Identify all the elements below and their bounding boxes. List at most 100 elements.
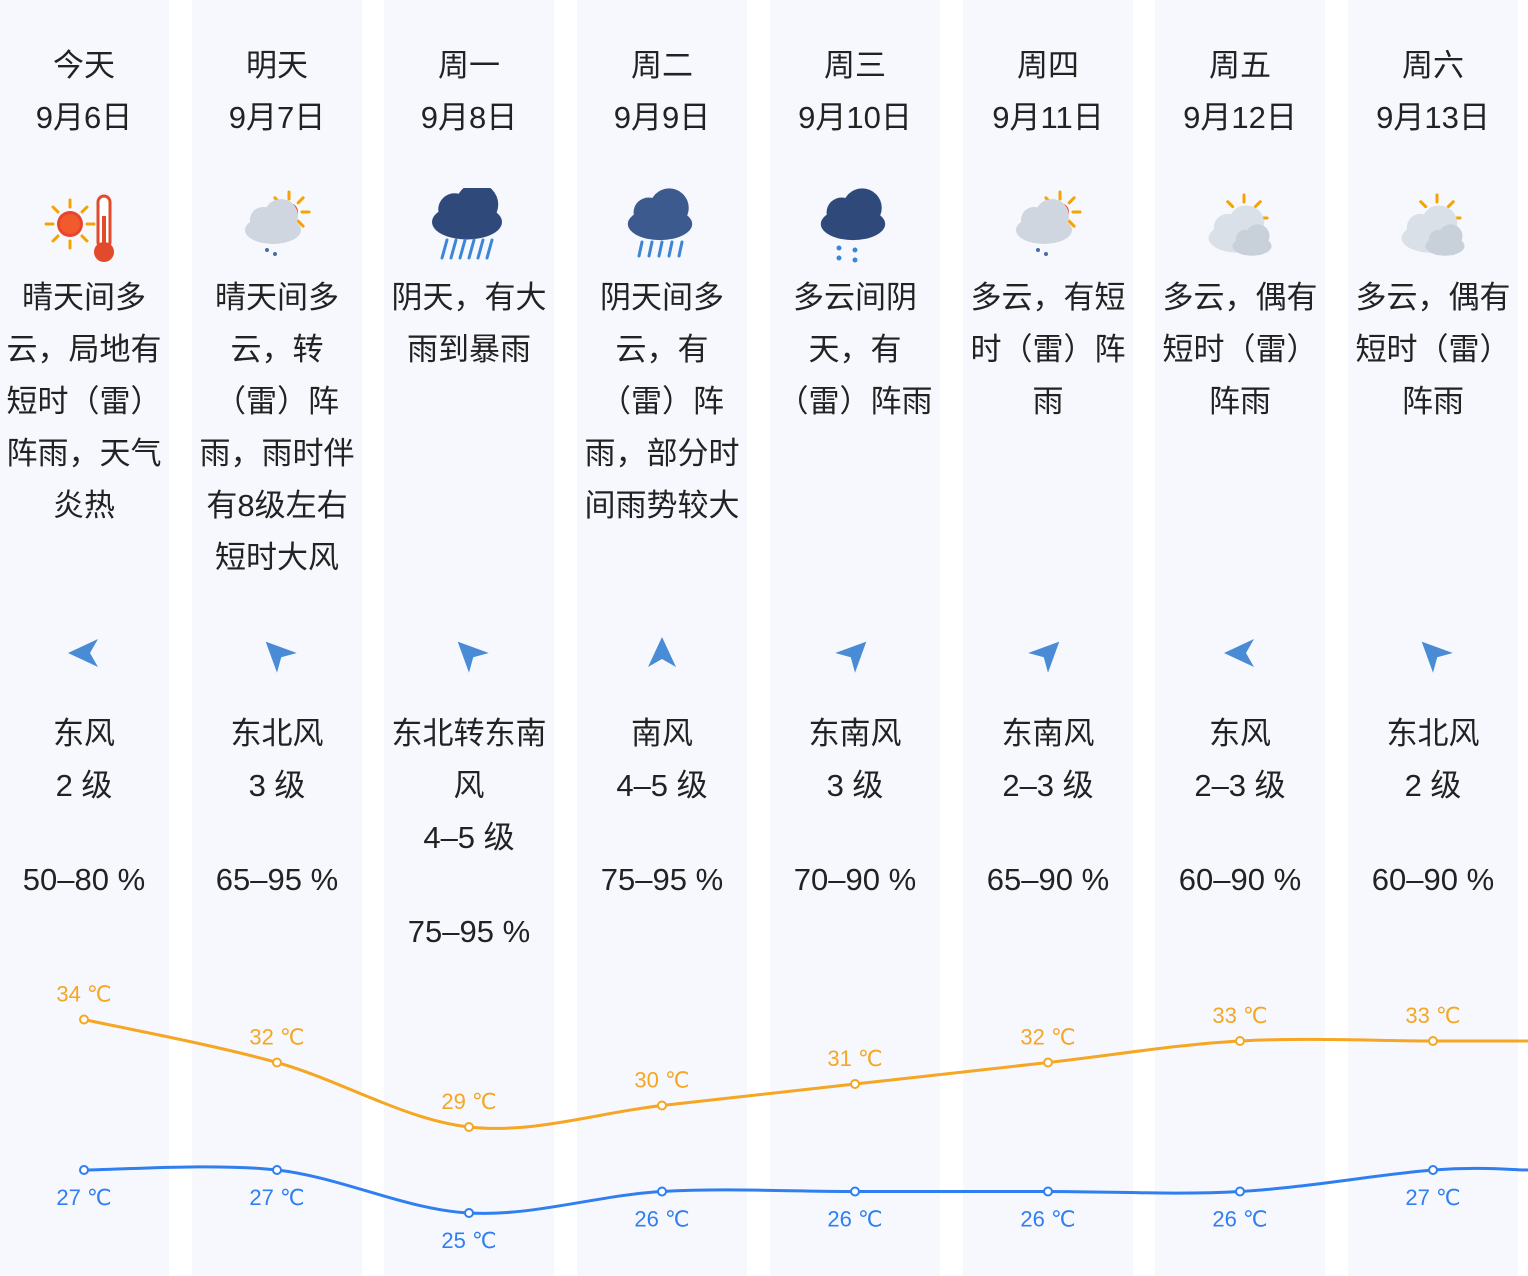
low-temp-label: 26 ℃: [634, 1207, 689, 1232]
wind-direction-arrow-icon: [830, 628, 880, 678]
wind-info: 南风 4–5 级: [579, 708, 745, 812]
day-column-background: [0, 0, 169, 1276]
low-temp-label: 27 ℃: [56, 1185, 111, 1210]
low-temp-point: [272, 1165, 282, 1175]
low-temp-point: [464, 1208, 474, 1218]
humidity: 65–90 %: [986, 862, 1110, 897]
date-label: 9月11日: [992, 100, 1104, 135]
weather-description: 阴天，有大雨到暴雨: [391, 280, 547, 367]
partly-cloudy-icon: [1200, 188, 1280, 268]
high-temp-label: 31 ℃: [827, 1046, 882, 1071]
high-temp-point: [272, 1057, 282, 1068]
sunny-hot-thermometer-icon: [44, 188, 124, 268]
day-column[interactable]: 周三 9月10日 多云间阴天，有（雷）阵雨 东南风 3 级 70–90 %: [770, 0, 940, 1276]
high-temp-point: [79, 1014, 89, 1025]
day-column[interactable]: 周二 9月9日 阴天间多云，有（雷）阵雨，部分时间雨势较大 南风 4–5 级 7…: [577, 0, 747, 1276]
date-label: 9月8日: [420, 100, 518, 135]
low-temp-point: [850, 1186, 860, 1197]
humidity: 65–95 %: [215, 862, 339, 897]
wind-direction-arrow-icon: [59, 628, 109, 678]
wind-direction-arrow-icon: [1023, 628, 1073, 678]
high-temp-label: 30 ℃: [634, 1068, 689, 1093]
wind-info: 东北风 3 级: [194, 708, 360, 812]
wind-direction-arrow-icon: [637, 628, 687, 678]
humidity: 75–95 %: [600, 862, 724, 897]
wind-level: 3 级: [826, 768, 884, 803]
high-temp-line: [83, 1018, 1528, 1130]
humidity: 50–80 %: [22, 862, 146, 897]
wind-info: 东北风 2 级: [1350, 708, 1516, 812]
day-column[interactable]: 周一 9月8日 阴天，有大雨到暴雨 东北转东南风 4–5 级 75–95 %: [384, 0, 554, 1276]
low-temp-point: [657, 1186, 667, 1197]
low-temp-point: [1043, 1186, 1053, 1197]
wind-info: 东风 2 级: [1, 708, 167, 812]
day-column[interactable]: 今天 9月6日 晴天间多云，局地有短时（雷）阵雨，天气炎热 东风 2 级 50–…: [0, 0, 169, 1276]
wind-level: 2 级: [1404, 768, 1462, 803]
date-label: 9月13日: [1376, 100, 1490, 135]
high-temp-point: [1235, 1036, 1245, 1046]
day-label: 今天: [53, 48, 115, 83]
day-label: 周五: [1209, 48, 1271, 83]
date-label: 9月12日: [1183, 100, 1297, 135]
high-temp-label: 29 ℃: [441, 1089, 496, 1114]
high-temp-point: [657, 1100, 667, 1111]
wind-level: 2 级: [55, 768, 113, 803]
day-label: 周三: [824, 48, 886, 83]
low-temp-label: 26 ℃: [827, 1207, 882, 1232]
humidity: 70–90 %: [793, 862, 917, 897]
wind-direction: 东风: [53, 716, 115, 751]
humidity: 75–95 %: [407, 914, 531, 949]
weather-description: 晴天间多云，局地有短时（雷）阵雨，天气炎热: [6, 280, 162, 523]
weather-description: 多云，偶有短时（雷）阵雨: [1355, 280, 1511, 419]
low-temp-label: 27 ℃: [1405, 1185, 1460, 1210]
wind-direction-arrow-icon: [252, 628, 302, 678]
weather-description: 多云，有短时（雷）阵雨: [970, 280, 1126, 419]
high-temp-point: [850, 1079, 860, 1089]
wind-info: 东南风 2–3 级: [965, 708, 1131, 812]
wind-direction-arrow-icon: [1215, 628, 1265, 678]
high-temp-point: [1043, 1057, 1053, 1068]
wind-info: 东南风 3 级: [772, 708, 938, 812]
date-label: 9月7日: [228, 100, 326, 135]
wind-level: 3 级: [248, 768, 306, 803]
low-temp-line: [83, 1165, 1528, 1215]
weather-description: 多云间阴天，有（雷）阵雨: [777, 280, 933, 419]
wind-level: 4–5 级: [423, 820, 515, 855]
wind-direction: 东北转东南风: [391, 716, 547, 803]
cloud-light-rain-icon: [815, 188, 895, 268]
partly-cloudy-rain-icon: [1008, 188, 1088, 268]
wind-direction: 东北风: [230, 716, 324, 751]
high-temp-label: 33 ℃: [1405, 1003, 1460, 1028]
wind-direction: 东南风: [1001, 716, 1095, 751]
date-label: 9月10日: [798, 100, 912, 135]
day-label: 周四: [1017, 48, 1079, 83]
wind-direction-arrow-icon: [1408, 628, 1458, 678]
low-temp-label: 26 ℃: [1020, 1207, 1075, 1232]
day-column[interactable]: 周四 9月11日 多云，有短时（雷）阵雨 东南风 2–3 级 65–90 %: [963, 0, 1133, 1276]
heavy-rain-icon: [429, 183, 509, 268]
low-temp-point: [79, 1165, 89, 1175]
day-column[interactable]: 明天 9月7日 晴天间多云，转（雷）阵雨，雨时伴有8级左右短时大风 东北风 3 …: [192, 0, 362, 1276]
low-temp-label: 27 ℃: [249, 1185, 304, 1210]
weather-description: 多云，偶有短时（雷）阵雨: [1162, 280, 1318, 419]
low-temp-point: [1428, 1165, 1438, 1175]
high-temp-label: 32 ℃: [1020, 1025, 1075, 1050]
low-temp-label: 26 ℃: [1212, 1207, 1267, 1232]
high-temp-label: 32 ℃: [249, 1025, 304, 1050]
partly-cloudy-icon: [1393, 188, 1473, 268]
humidity: 60–90 %: [1178, 862, 1302, 897]
low-temp-point: [1235, 1186, 1245, 1197]
humidity: 60–90 %: [1371, 862, 1495, 897]
wind-direction: 东南风: [808, 716, 902, 751]
wind-direction-arrow-icon: [444, 628, 494, 678]
date-label: 9月6日: [35, 100, 133, 135]
day-label: 周一: [438, 48, 500, 83]
day-column[interactable]: 周六 9月13日 多云，偶有短时（雷）阵雨 东北风 2 级 60–90 %: [1348, 0, 1518, 1276]
high-temp-label: 34 ℃: [56, 982, 111, 1007]
wind-level: 2–3 级: [1194, 768, 1286, 803]
day-label: 周二: [631, 48, 693, 83]
partly-cloudy-rain-icon: [237, 188, 317, 268]
day-column[interactable]: 周五 9月12日 多云，偶有短时（雷）阵雨 东风 2–3 级 60–90 %: [1155, 0, 1325, 1276]
wind-level: 4–5 级: [616, 768, 708, 803]
